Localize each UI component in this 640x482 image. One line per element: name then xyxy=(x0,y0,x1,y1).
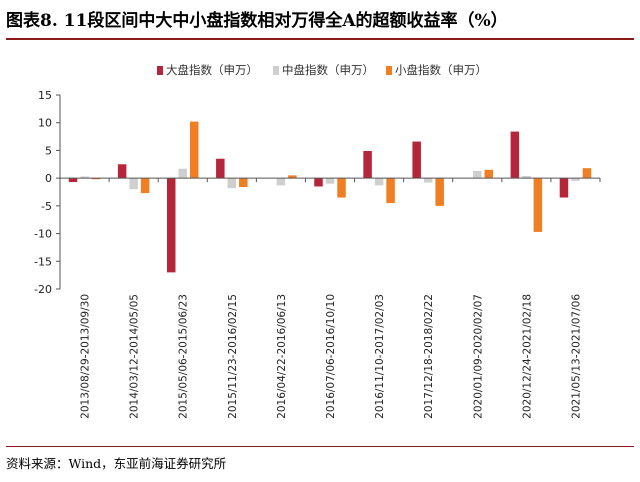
bar xyxy=(484,169,494,179)
bar xyxy=(423,178,433,183)
bar xyxy=(80,176,89,179)
bar xyxy=(435,178,444,206)
legend-label: 大盘指数（申万） xyxy=(166,63,258,77)
bar xyxy=(582,168,592,179)
bar xyxy=(386,178,395,204)
y-tick-label: 0 xyxy=(45,172,52,185)
bar xyxy=(227,178,237,189)
x-category-label: 2016/07/06-2016/10/10 xyxy=(325,294,337,419)
zero-line xyxy=(59,177,601,183)
legend-swatch xyxy=(273,66,279,75)
bar xyxy=(559,178,569,198)
legend-label: 中盘指数（申万） xyxy=(282,63,374,77)
x-category-label: 2020/01/09-2020/02/07 xyxy=(472,294,484,419)
y-tick-label: -10 xyxy=(34,228,52,241)
y-tick-label: -15 xyxy=(34,255,52,268)
y-axis: -20 -15 -10 -5 0 5 10 15 xyxy=(34,89,61,296)
x-category-label: 2020/12/24-2021/02/18 xyxy=(521,294,533,419)
bar xyxy=(68,178,78,183)
x-category-label: 2016/11/10-2017/02/03 xyxy=(374,294,386,419)
source-note: 资料来源：Wind，东亚前海证券研究所 xyxy=(6,456,227,471)
legend-label: 小盘指数（申万） xyxy=(395,63,487,77)
x-axis: 2013/08/29-2013/09/30 2014/03/12-2014/05/… xyxy=(80,294,583,419)
bar xyxy=(522,175,531,179)
bar xyxy=(412,141,421,179)
y-tick-label: 5 xyxy=(45,144,52,157)
bar xyxy=(374,178,384,186)
legend-swatch xyxy=(386,66,392,75)
bar xyxy=(276,178,286,186)
x-category-label: 2014/03/12-2014/05/05 xyxy=(129,294,141,419)
bar xyxy=(117,164,127,179)
x-category-label: 2017/12/18-2018/02/22 xyxy=(423,294,435,419)
y-tick-label: 10 xyxy=(38,117,52,130)
bar xyxy=(314,178,323,187)
x-category-label: 2013/08/29-2013/09/30 xyxy=(80,294,92,419)
bar xyxy=(533,178,543,232)
y-tick-label: -5 xyxy=(41,200,52,213)
x-category-label: 2015/05/06-2015/06/23 xyxy=(178,294,190,419)
bar xyxy=(288,175,297,179)
x-category-label: 2015/11/23-2016/02/15 xyxy=(227,294,239,419)
x-category-label: 2021/05/13-2021/07/06 xyxy=(570,294,582,419)
legend-swatch xyxy=(157,66,163,75)
y-tick-label: -20 xyxy=(34,283,52,296)
y-tick-label: 15 xyxy=(38,89,52,102)
bar xyxy=(166,178,176,273)
bar xyxy=(337,178,346,198)
bar xyxy=(325,178,335,184)
bar xyxy=(140,178,150,194)
title-rule xyxy=(6,38,634,40)
bar xyxy=(571,178,580,181)
x-category-label: 2016/04/22-2016/06/13 xyxy=(276,294,288,419)
bars xyxy=(68,121,592,273)
bar xyxy=(216,158,225,179)
bar xyxy=(189,121,199,179)
bar xyxy=(91,178,101,180)
bar xyxy=(473,170,482,179)
bar xyxy=(363,150,372,179)
legend: 大盘指数（申万） 中盘指数（申万） 小盘指数（申万） xyxy=(157,63,487,77)
figure-title: 图表8. 11段区间中大中小盘指数相对万得全A的超额收益率（%） xyxy=(6,11,508,31)
bar xyxy=(510,131,520,179)
bar xyxy=(129,178,138,190)
source-rule xyxy=(6,446,634,447)
bar xyxy=(178,168,187,179)
bar xyxy=(239,178,248,188)
